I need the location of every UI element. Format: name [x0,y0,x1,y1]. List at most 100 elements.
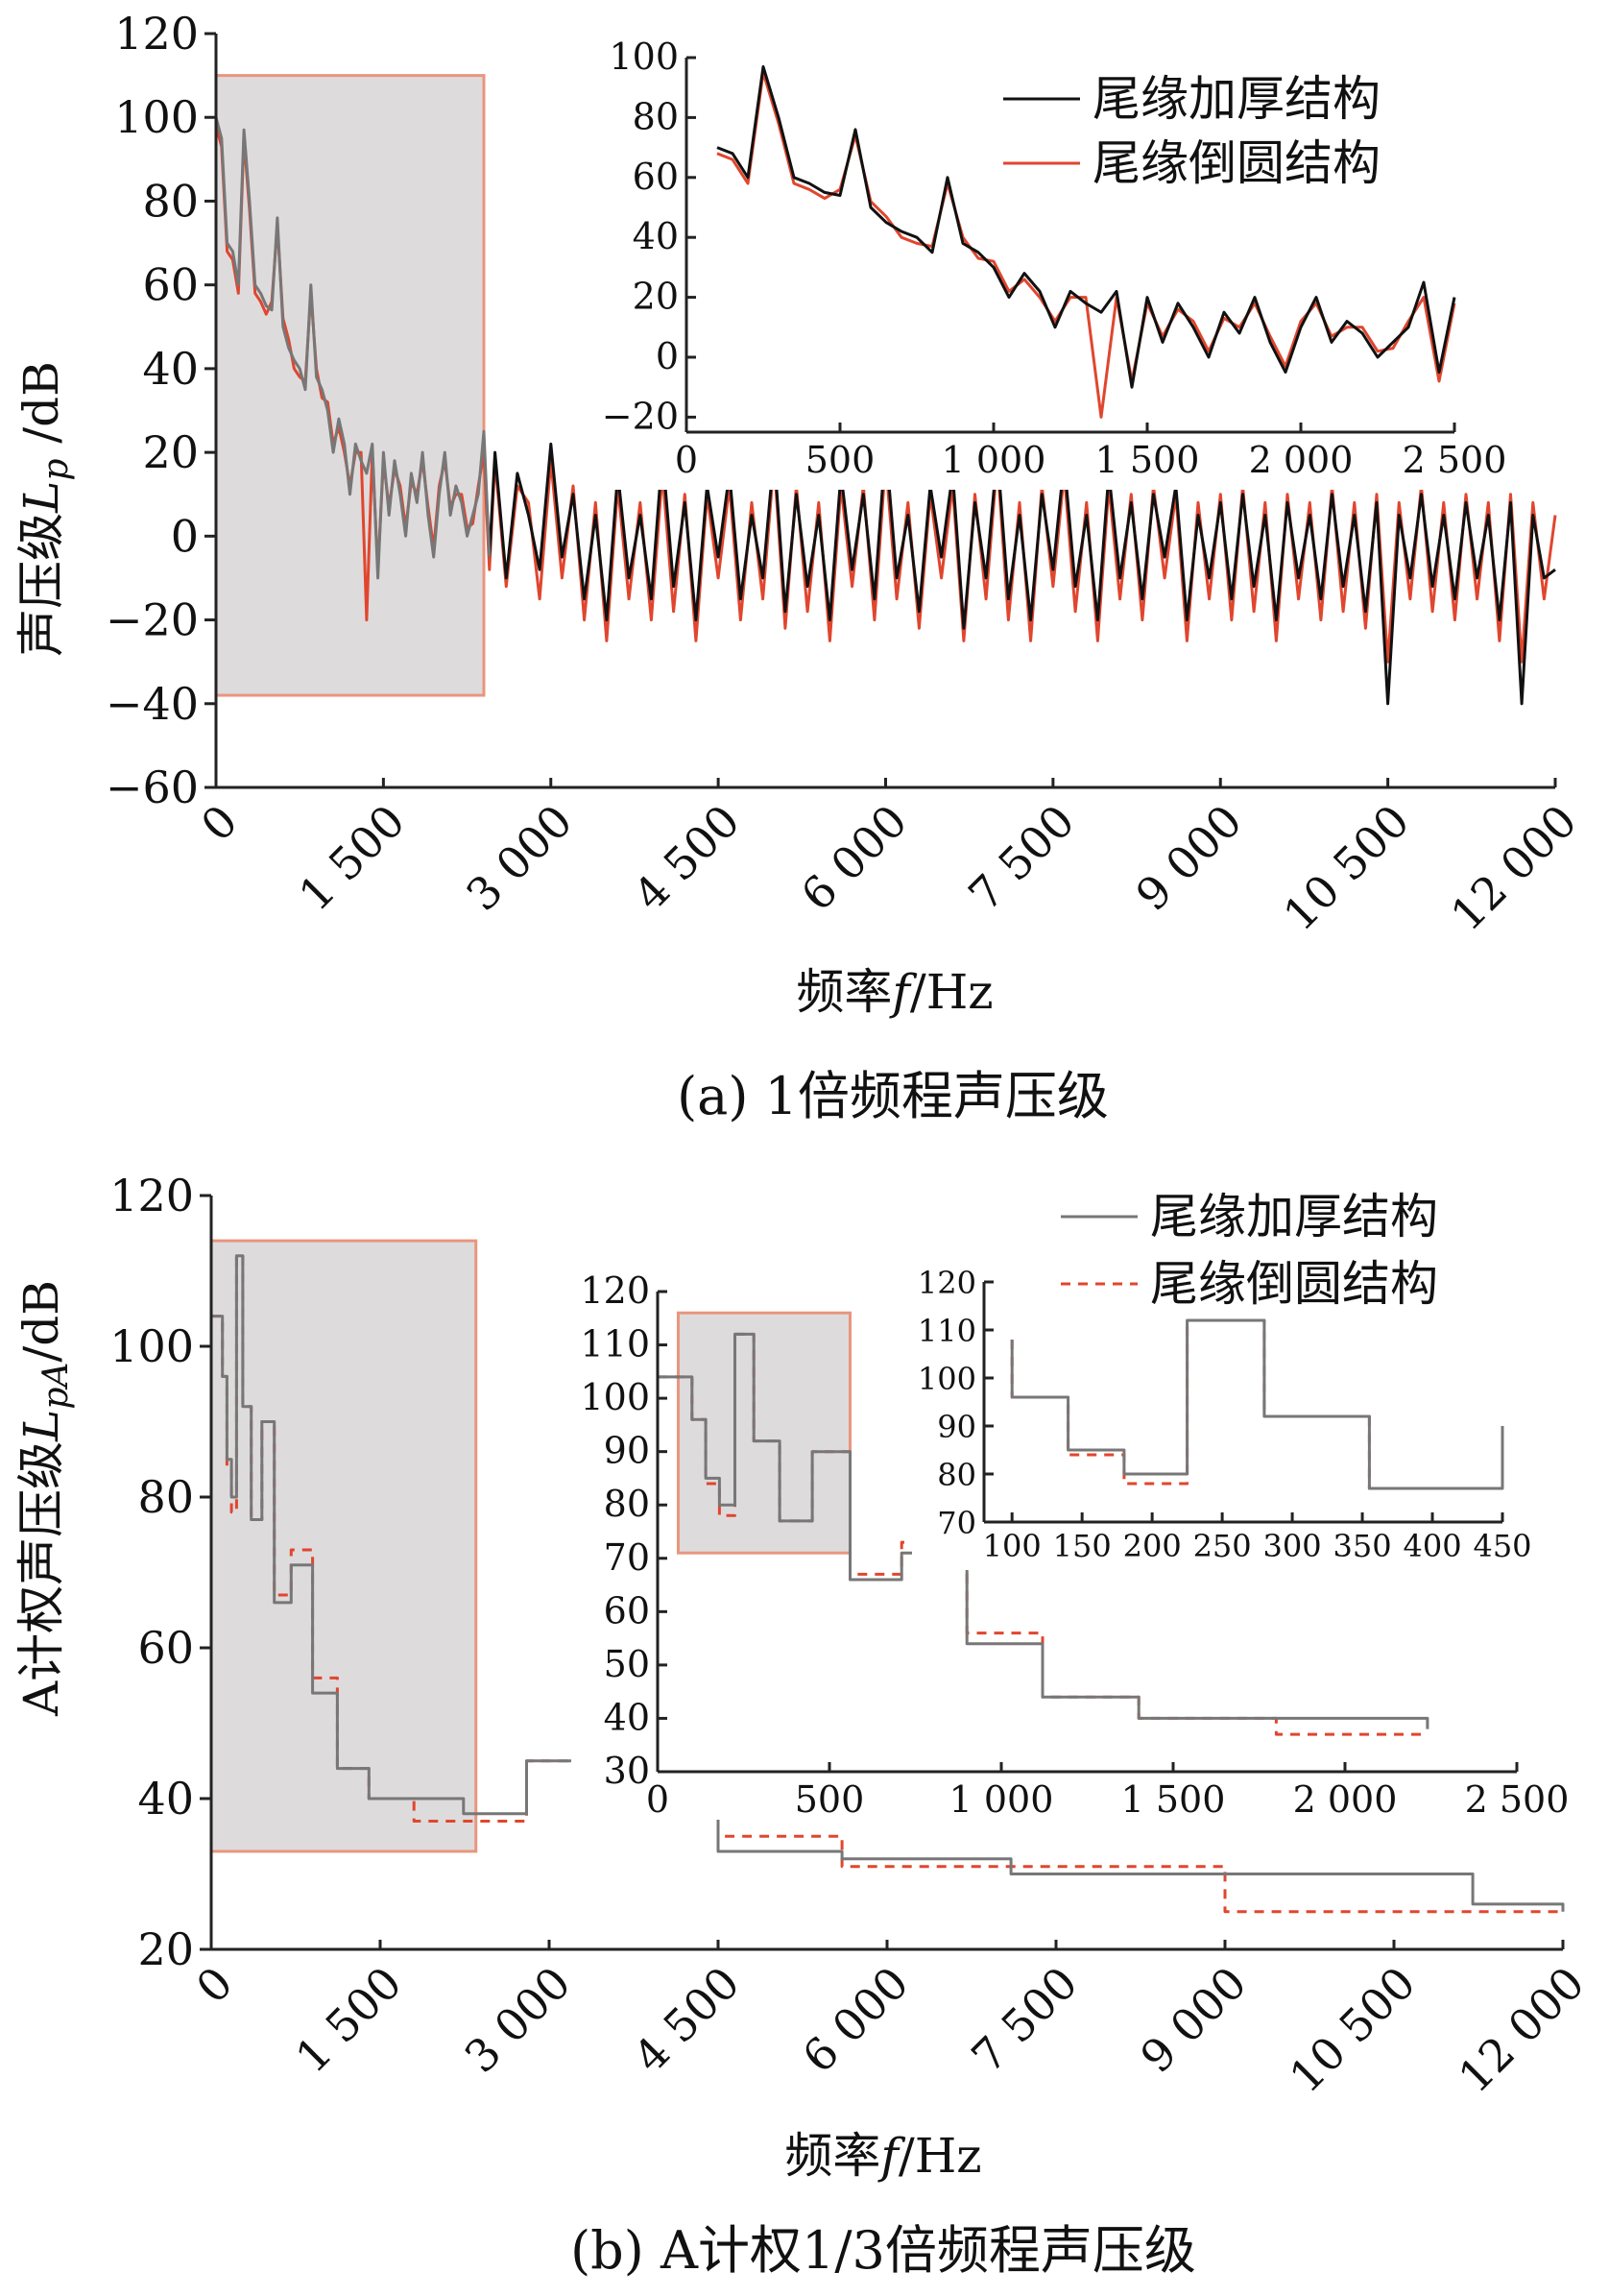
inset-y-ticks: 100 80 60 40 20 0 −20 [602,36,696,437]
line-thick-zoomed [214,116,492,580]
y-tick-label: −20 [106,594,199,646]
inset-line-thick [658,1332,1429,1729]
x-tick-label: 100 [983,1528,1042,1564]
x-tick-label: 350 [1333,1528,1392,1564]
x-tick-label: 500 [805,439,876,481]
inset-detail-series-thick [1010,1318,1504,1490]
y-tick-label: 120 [109,1170,194,1221]
y-tick-label: 100 [609,36,679,78]
y-tick-label: 0 [171,510,199,562]
inset-detail-line-thick [1010,1318,1504,1490]
x-tick-label: 500 [795,1778,865,1821]
x-tick-label: 1 500 [289,795,415,921]
y-tick-label: 80 [937,1457,976,1493]
y-tick-label: 60 [633,156,679,198]
y-tick-label: 30 [604,1750,650,1792]
y-axis-label: 声压级Lp /dB [13,361,76,657]
x-tick-label: 250 [1193,1528,1252,1564]
x-ticks: 0 1 500 3 000 4 500 6 000 7 500 9 000 10 500 12 … [186,1940,1595,2103]
y-tick-label: 20 [137,1923,194,1975]
inset-x-ticks: 0 500 1 000 1 500 2 000 2 500 [675,423,1506,481]
inset-zoom-region [676,1311,852,1555]
y-axis-label: A计权声压级LpA/dB [13,1280,76,1717]
x-tick-label: 9 000 [1130,1957,1256,2083]
x-tick-label: 3 000 [456,795,582,921]
x-ticks: 0 1 500 3 000 4 500 6 000 7 500 9 000 10 500 12 … [191,778,1587,941]
x-tick-label: 2 500 [1403,439,1507,481]
y-tick-label: 110 [918,1313,976,1349]
x-tick-label: 10 500 [1273,795,1419,941]
inset-detail-background [912,1272,1517,1570]
caption-a: (a) 1倍频程声压级 [677,1066,1109,1126]
x-tick-label: 1 000 [942,439,1046,481]
legend-thick-label: 尾缘加厚结构 [1150,1189,1438,1245]
x-tick-label: 1 500 [285,1957,411,2083]
x-tick-label: 9 000 [1126,795,1252,921]
caption-b: (b) A计权1/3倍频程声压级 [570,2220,1196,2281]
x-axis-label: 频率f/Hz [784,2128,981,2184]
inset-y-ticks: 120 110 100 90 80 70 60 50 40 30 [580,1269,667,1792]
inset-detail-y-ticks: 120 110 100 90 80 70 [918,1265,994,1541]
y-tick-label: 20 [633,276,679,318]
inset-x-ticks: 0 500 1 000 1 500 2 000 2 500 [646,1762,1569,1821]
y-tick-label: 70 [937,1505,976,1541]
x-tick-label: 7 500 [961,1957,1087,2083]
y-tick-label: 80 [142,175,199,227]
legend-b: 尾缘加厚结构 尾缘倒圆结构 [1061,1189,1438,1312]
inset-series-thick [658,1332,1429,1729]
x-tick-label: 300 [1263,1528,1322,1564]
y-tick-label: 90 [604,1430,650,1472]
line-round [211,1254,1565,1914]
y-tick-label: 120 [580,1269,650,1312]
x-tick-label: 12 000 [1441,795,1587,941]
zoom-region [214,74,486,697]
inset-line-thick [716,64,1456,389]
y-tick-label: 110 [580,1323,650,1366]
y-tick-label: 50 [604,1643,650,1685]
y-tick-label: −60 [106,761,199,813]
zoom-region [209,1239,478,1853]
x-tick-label: 10 500 [1280,1957,1426,2103]
legend-round-label: 尾缘倒圆结构 [1093,135,1381,191]
y-tick-label: 20 [142,426,199,478]
x-tick-label: 12 000 [1449,1957,1595,2103]
legend-round-label: 尾缘倒圆结构 [1150,1256,1438,1312]
inset-detail-x-ticks: 100 150 200 250 300 350 400 450 [983,1512,1532,1564]
line-thick [211,1254,1565,1912]
y-tick-label: 60 [142,259,199,311]
legend-thick-label: 尾缘加厚结构 [1093,71,1381,127]
x-tick-label: 450 [1473,1528,1531,1564]
y-ticks: 120 100 80 60 40 20 0 −20 −40 −60 [106,8,216,813]
x-tick-label: 2 000 [1249,439,1354,481]
y-tick-label: 120 [114,8,199,60]
y-tick-label: 40 [137,1773,194,1825]
x-tick-label: 1 000 [949,1778,1054,1821]
x-tick-label: 4 500 [624,795,750,921]
y-tick-label: 70 [604,1536,650,1579]
y-tick-label: −40 [106,678,199,730]
y-tick-label: 40 [604,1696,650,1738]
y-tick-label: 120 [918,1265,976,1301]
x-tick-label: 2 500 [1465,1778,1570,1821]
x-tick-label: 0 [646,1778,669,1821]
series-round [211,1254,1565,1914]
x-tick-label: 0 [675,439,698,481]
inset-b-detail: 120 110 100 90 80 70 100 150 200 250 300 350 400 450 [912,1265,1532,1570]
x-tick-label: 200 [1123,1528,1182,1564]
x-tick-label: 0 [186,1957,243,2014]
inset-series-thick [716,64,1456,389]
y-tick-label: 60 [137,1622,194,1674]
y-tick-label: 100 [580,1376,650,1418]
y-tick-label: 100 [109,1320,194,1372]
y-tick-label: 80 [604,1483,650,1525]
legend-a: 尾缘加厚结构 尾缘倒圆结构 [1003,71,1381,191]
y-tick-label: 80 [137,1471,194,1523]
x-tick-label: 400 [1403,1528,1461,1564]
y-tick-label: 100 [918,1361,976,1397]
y-tick-label: 80 [633,95,679,137]
x-tick-label: 1 500 [1095,439,1200,481]
